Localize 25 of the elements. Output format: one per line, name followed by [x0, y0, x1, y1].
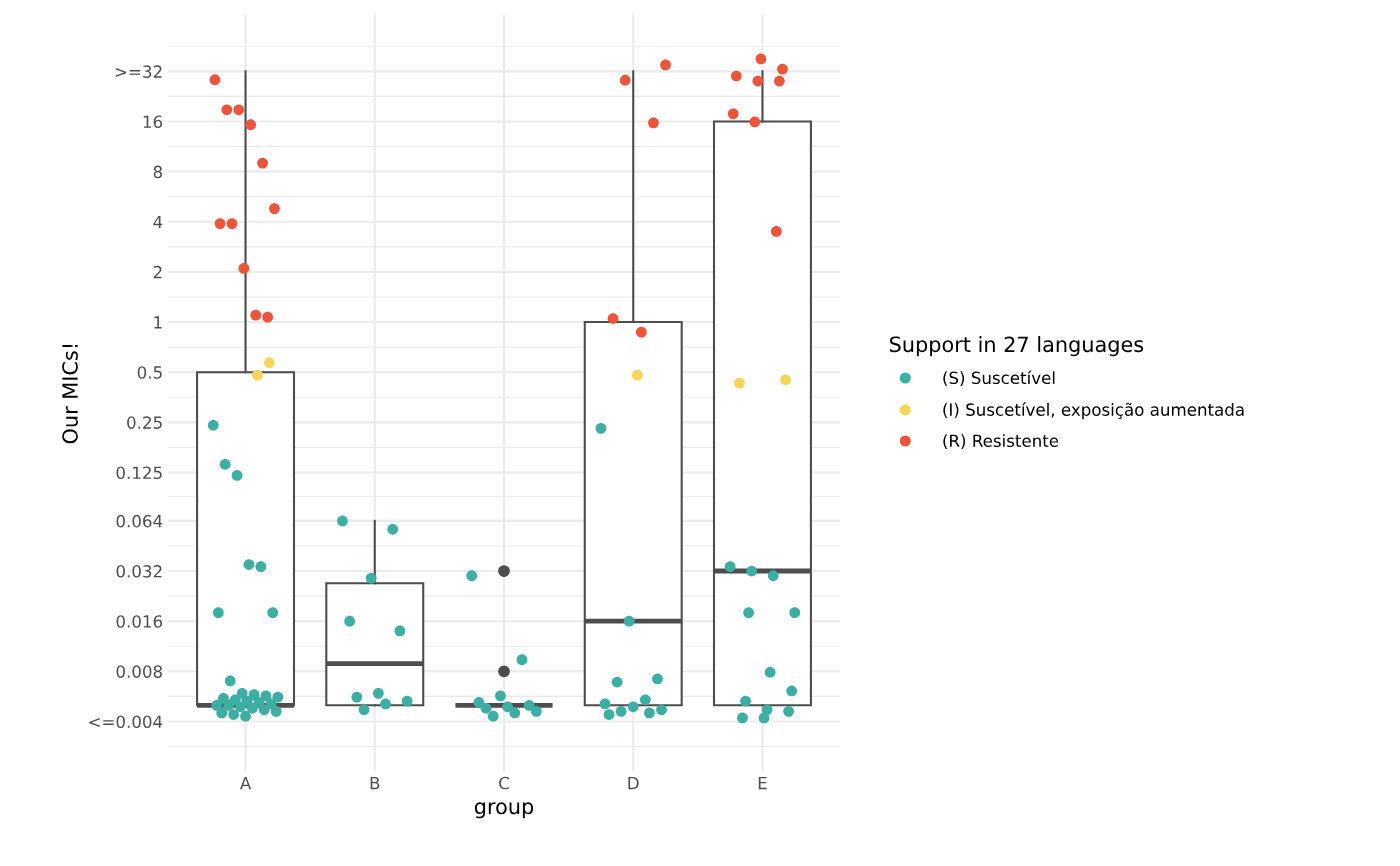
- x-tick-label: E: [758, 776, 767, 790]
- x-tick-label: A: [239, 776, 252, 790]
- legend-label: (I) Suscetível, exposição aumentada: [943, 402, 1244, 420]
- x-tick-label: B: [370, 776, 380, 790]
- x-tick-label: C: [499, 776, 509, 790]
- y-tick-label: 0.032: [116, 565, 162, 578]
- y-tick-label: 0.064: [116, 514, 163, 528]
- y-tick-label: 0.25: [127, 416, 162, 429]
- legend-label: (S) Suscetível: [943, 370, 1055, 387]
- legend-label: (R) Resistente: [943, 434, 1059, 450]
- x-tick-label: D: [628, 776, 639, 790]
- y-tick-label: 16: [143, 115, 163, 129]
- y-tick-label: 0.008: [116, 665, 162, 678]
- x-axis-title: group: [474, 802, 534, 819]
- y-tick-label: 0.5: [137, 366, 162, 379]
- y-tick-label: 0.016: [116, 615, 163, 628]
- y-tick-label: 0.125: [116, 466, 162, 480]
- y-tick-label: 8: [153, 165, 162, 179]
- y-tick-label: >=32: [115, 65, 162, 78]
- y-tick-label: <=0.004: [89, 715, 163, 729]
- y-tick-label: 1: [154, 316, 162, 329]
- y-tick-label: 2: [153, 265, 162, 279]
- y-axis-title: Our MICs!: [62, 344, 78, 444]
- y-tick-label: 4: [153, 215, 163, 229]
- legend-title: Support in 27 languages: [889, 336, 1144, 357]
